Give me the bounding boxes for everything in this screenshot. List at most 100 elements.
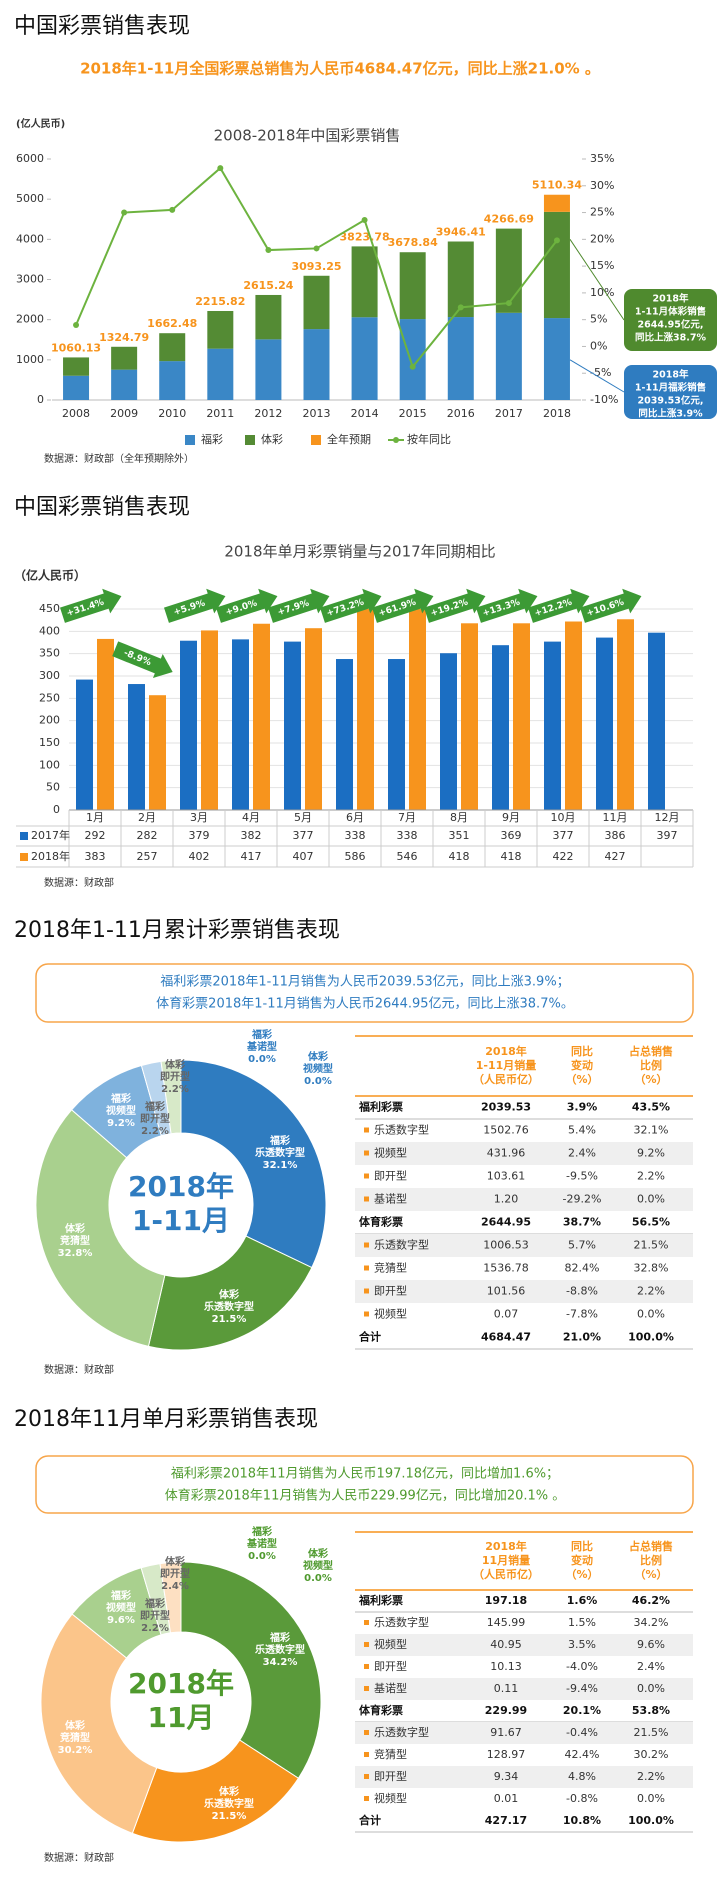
- table-header: （人民币亿）: [473, 1567, 539, 1581]
- growth-arrow: +61.9%: [371, 588, 434, 623]
- row-name: 视频型: [374, 1637, 407, 1651]
- bullet: [364, 1127, 369, 1133]
- y2-tick-label: 15%: [590, 259, 614, 272]
- y-tick-label: 0: [53, 803, 60, 816]
- row-name: 基诺型: [374, 1192, 407, 1206]
- source: 数据源：财政部: [44, 876, 114, 889]
- bullet: [364, 1265, 369, 1271]
- x-tick-label: 11月: [603, 811, 628, 824]
- y-tick-label: 3000: [16, 273, 44, 286]
- x-tick-label: 2010: [158, 407, 186, 420]
- slice-label: 体彩: [308, 1050, 328, 1063]
- growth-arrow: +19.2%: [423, 588, 486, 623]
- cell: 5.7%: [568, 1239, 596, 1252]
- bar-segment: [159, 333, 186, 362]
- summary: 福利彩票2018年1-11月销售为人民币2039.53亿元，同比上涨3.9%；: [160, 974, 569, 990]
- row-name: 合计: [359, 1813, 381, 1827]
- summary: 福利彩票2018年11月销售为人民币197.18亿元，同比增加1.6%；: [171, 1466, 559, 1482]
- bar: [388, 659, 405, 810]
- y2-tick-label: 10%: [590, 286, 614, 299]
- slice-label: 2.2%: [141, 1623, 169, 1634]
- cell: 38.7%: [563, 1216, 601, 1229]
- cell: 1502.76: [483, 1124, 529, 1137]
- bar-segment: [543, 211, 570, 319]
- slice-label: 32.1%: [263, 1160, 298, 1171]
- table-header: 1-11月销量: [476, 1058, 537, 1072]
- table-header: 2018年: [485, 1539, 527, 1553]
- y-axis-label: (亿人民币): [16, 117, 65, 130]
- cell: 2.4%: [637, 1660, 665, 1673]
- bar-segment: [111, 369, 138, 400]
- arrow: [112, 641, 173, 679]
- table-value: 422: [553, 850, 574, 863]
- row-name: 乐透数字型: [374, 1615, 429, 1629]
- source: 数据源：财政部: [44, 1851, 114, 1864]
- bar: [201, 630, 218, 810]
- y-tick-label: 400: [39, 624, 60, 637]
- callout-box: [624, 289, 717, 351]
- slice-label: 福彩: [269, 1134, 290, 1147]
- source: 数据源：财政部: [44, 1363, 114, 1376]
- table-header: （%）: [565, 1568, 598, 1581]
- bullet: [364, 1150, 369, 1156]
- y-tick-label: 350: [39, 647, 60, 660]
- cell: 82.4%: [565, 1262, 600, 1275]
- row-name: 乐透数字型: [374, 1123, 429, 1137]
- x-tick-label: 2月: [138, 811, 156, 824]
- x-tick-label: 10月: [551, 811, 576, 824]
- x-tick-label: 2008: [62, 407, 90, 420]
- y2-tick-label: -10%: [590, 393, 618, 406]
- row-name: 合计: [359, 1330, 381, 1344]
- total-label: 3946.41: [436, 225, 486, 238]
- legend-label: 2018年: [31, 849, 70, 863]
- slice-label: 视频型: [106, 1601, 136, 1614]
- slice-label: 34.2%: [263, 1657, 298, 1668]
- cell: 0.0%: [637, 1792, 665, 1805]
- row-name: 视频型: [374, 1146, 407, 1160]
- cell: 2.2%: [637, 1285, 665, 1298]
- bullet: [364, 1730, 369, 1735]
- cell: 229.99: [485, 1704, 527, 1717]
- row-name: 基诺型: [374, 1681, 407, 1695]
- bar: [513, 623, 530, 810]
- slice-label: 体彩: [308, 1547, 328, 1560]
- table-value: 427: [605, 850, 626, 863]
- line-point: [169, 206, 176, 213]
- cell: 9.6%: [637, 1638, 665, 1651]
- arrow: [59, 588, 122, 623]
- y-tick-label: 2000: [16, 313, 44, 326]
- slice-label: 2.4%: [161, 1581, 189, 1592]
- table-header: 比例: [640, 1553, 662, 1567]
- cell: 21.5%: [634, 1726, 669, 1739]
- slice-label: 即开型: [160, 1070, 190, 1083]
- arrow: [267, 588, 330, 623]
- slice-label: 21.5%: [212, 1811, 247, 1822]
- cell: 9.2%: [637, 1147, 665, 1160]
- cell: 0.11: [494, 1682, 519, 1695]
- y-tick-label: 150: [39, 736, 60, 749]
- table-value: 257: [137, 850, 158, 863]
- slice-label: 乐透数字型: [204, 1797, 254, 1810]
- y-tick-label: 450: [39, 602, 60, 615]
- bar-segment: [303, 329, 330, 400]
- table-value: 338: [397, 829, 418, 842]
- cell: 42.4%: [565, 1748, 600, 1761]
- cell: 21.5%: [634, 1239, 669, 1252]
- slice-label: 9.6%: [107, 1615, 135, 1626]
- row-name: 乐透数字型: [374, 1725, 429, 1739]
- x-tick-label: 6月: [346, 811, 364, 824]
- row-name: 即开型: [374, 1659, 407, 1673]
- table-value: 382: [241, 829, 262, 842]
- cell: 0.0%: [637, 1682, 665, 1695]
- callout-pointer: [569, 239, 625, 321]
- cell: -9.4%: [566, 1682, 598, 1695]
- growth-arrow: +12.2%: [527, 588, 590, 623]
- arrow: [475, 588, 538, 623]
- bar-segment: [63, 375, 90, 400]
- row-name: 竞猜型: [374, 1747, 407, 1761]
- line-point: [121, 209, 128, 216]
- cell: 40.95: [490, 1638, 522, 1651]
- total-label: 3678.84: [388, 236, 438, 249]
- total-label: 3093.25: [291, 260, 341, 273]
- slice-label: 32.8%: [58, 1248, 93, 1259]
